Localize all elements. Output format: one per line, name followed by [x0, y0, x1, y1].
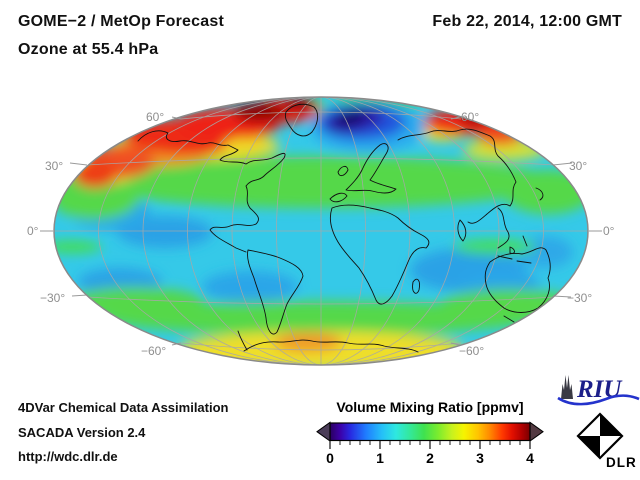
footer-assimilation-label: 4DVar Chemical Data Assimilation: [18, 400, 229, 415]
figure-subtitle: Ozone at 55.4 hPa: [18, 41, 159, 58]
dlr-emblem-blade-ne: [600, 414, 622, 436]
colorbar-tick-3: 3: [476, 450, 484, 466]
lat-label-30s-left: −30°: [40, 291, 66, 305]
footer-version-label: SACADA Version 2.4: [18, 425, 146, 440]
coastlines: [137, 103, 551, 353]
dlr-logo-text: DLR: [606, 455, 637, 470]
dlr-emblem-blade-sw: [578, 436, 600, 458]
riu-cathedral-icon: [561, 375, 573, 399]
lat-label-30n-right: 30°: [569, 159, 588, 173]
lat-label-60n-left: 60°: [146, 110, 165, 124]
colorbar-right-arrow-icon: [529, 421, 544, 442]
colorbar-tick-1: 1: [376, 450, 384, 466]
colorbar-major-ticks: [329, 441, 531, 449]
lat-label-0-left: 0°: [27, 224, 39, 238]
colorbar-gradient: [329, 422, 531, 442]
lat-label-30n-left: 30°: [45, 159, 64, 173]
riu-wave-icon: [557, 394, 640, 406]
lat-label-60s-left: −60°: [141, 344, 167, 358]
dlr-logo: DLR: [576, 412, 637, 470]
riu-logo: RIU: [557, 375, 640, 406]
footer-url: http://wdc.dlr.de: [18, 449, 118, 464]
graticule: [54, 97, 588, 365]
colorbar-title: Volume Mixing Ratio [ppmv]: [336, 399, 524, 415]
colorbar-tick-4: 4: [526, 450, 534, 466]
map-outline: [53, 96, 589, 366]
colorbar-minor-ticks: [339, 441, 521, 445]
colorbar-tick-2: 2: [426, 450, 434, 466]
colorbar: [316, 421, 544, 449]
figure-title: GOME−2 / MetOp Forecast: [18, 13, 224, 30]
lat-label-30s-right: −30°: [567, 291, 593, 305]
world-map: [40, 96, 602, 366]
colorbar-left-arrow-icon: [316, 421, 331, 442]
forecast-datetime: Feb 22, 2014, 12:00 GMT: [432, 13, 622, 30]
riu-logo-text: RIU: [576, 376, 623, 403]
colorbar-tick-0: 0: [326, 450, 334, 466]
lat-label-60n-right: 60°: [461, 110, 480, 124]
lat-label-60s-right: −60°: [459, 344, 485, 358]
lat-label-0-right: 0°: [603, 224, 615, 238]
